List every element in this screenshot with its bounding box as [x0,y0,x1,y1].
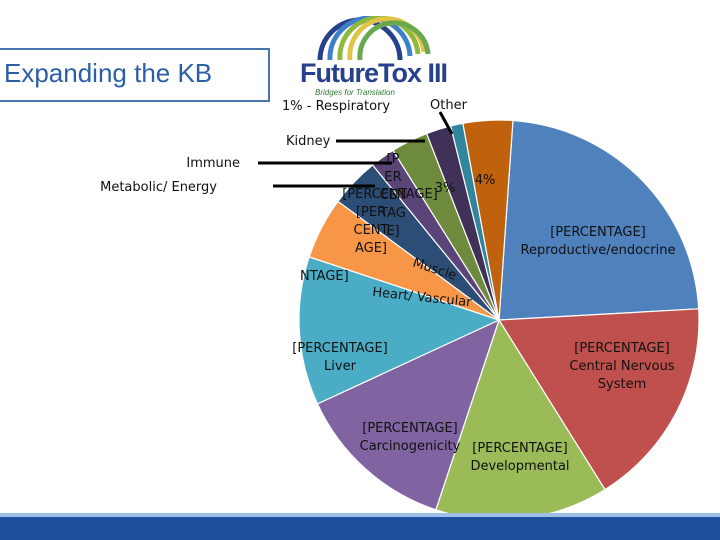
leader-lines [258,111,454,188]
slice-label: [PERCENTAGE] [342,187,437,202]
pie-slice-other [462,119,514,321]
slice-label: 3% [435,181,456,196]
slice-label-cut: NTAGE] [300,269,349,284]
footer-bar [0,517,720,540]
logo-tagline: Bridges for Translation [315,88,395,97]
outside-label: 1% - Respiratory [282,99,390,114]
slice-label: [PERCENTAGE] Liver [292,341,387,374]
slice-label: [PERCENTAGE] Central Nervous System [569,341,674,392]
outside-label: Metabolic/ Energy [100,180,217,195]
slice-label: 4% [475,173,496,188]
outside-label: Kidney [286,134,331,149]
pie-slices [298,119,700,521]
slice-labels: [PERCENTAGE] Reproductive/endocrine [PERCE… [100,98,675,474]
title-frame [0,48,270,102]
pie-slice-reproductive-endocrine [498,119,700,321]
pie-slice-central-nervous-system [497,308,700,491]
slice-label: [PERCENTAGE] Developmental [470,441,569,474]
futuretox-logo-arcs [317,16,431,61]
slice-label: [PERCENTAGE] Carcinogenicity [360,421,461,454]
slide-title: Expanding the KB [4,58,213,88]
leader-line [438,111,454,135]
pie-slice-carcinogenicity [316,318,501,511]
pie-slice-liver [298,256,501,405]
footer-accent [0,513,720,517]
outside-label: Other [430,98,468,113]
logo-name: FutureTox III [300,58,448,88]
slice-label: [PERCENTAGE] Reproductive/endocrine [521,225,676,258]
outside-label: Immune [186,156,240,171]
